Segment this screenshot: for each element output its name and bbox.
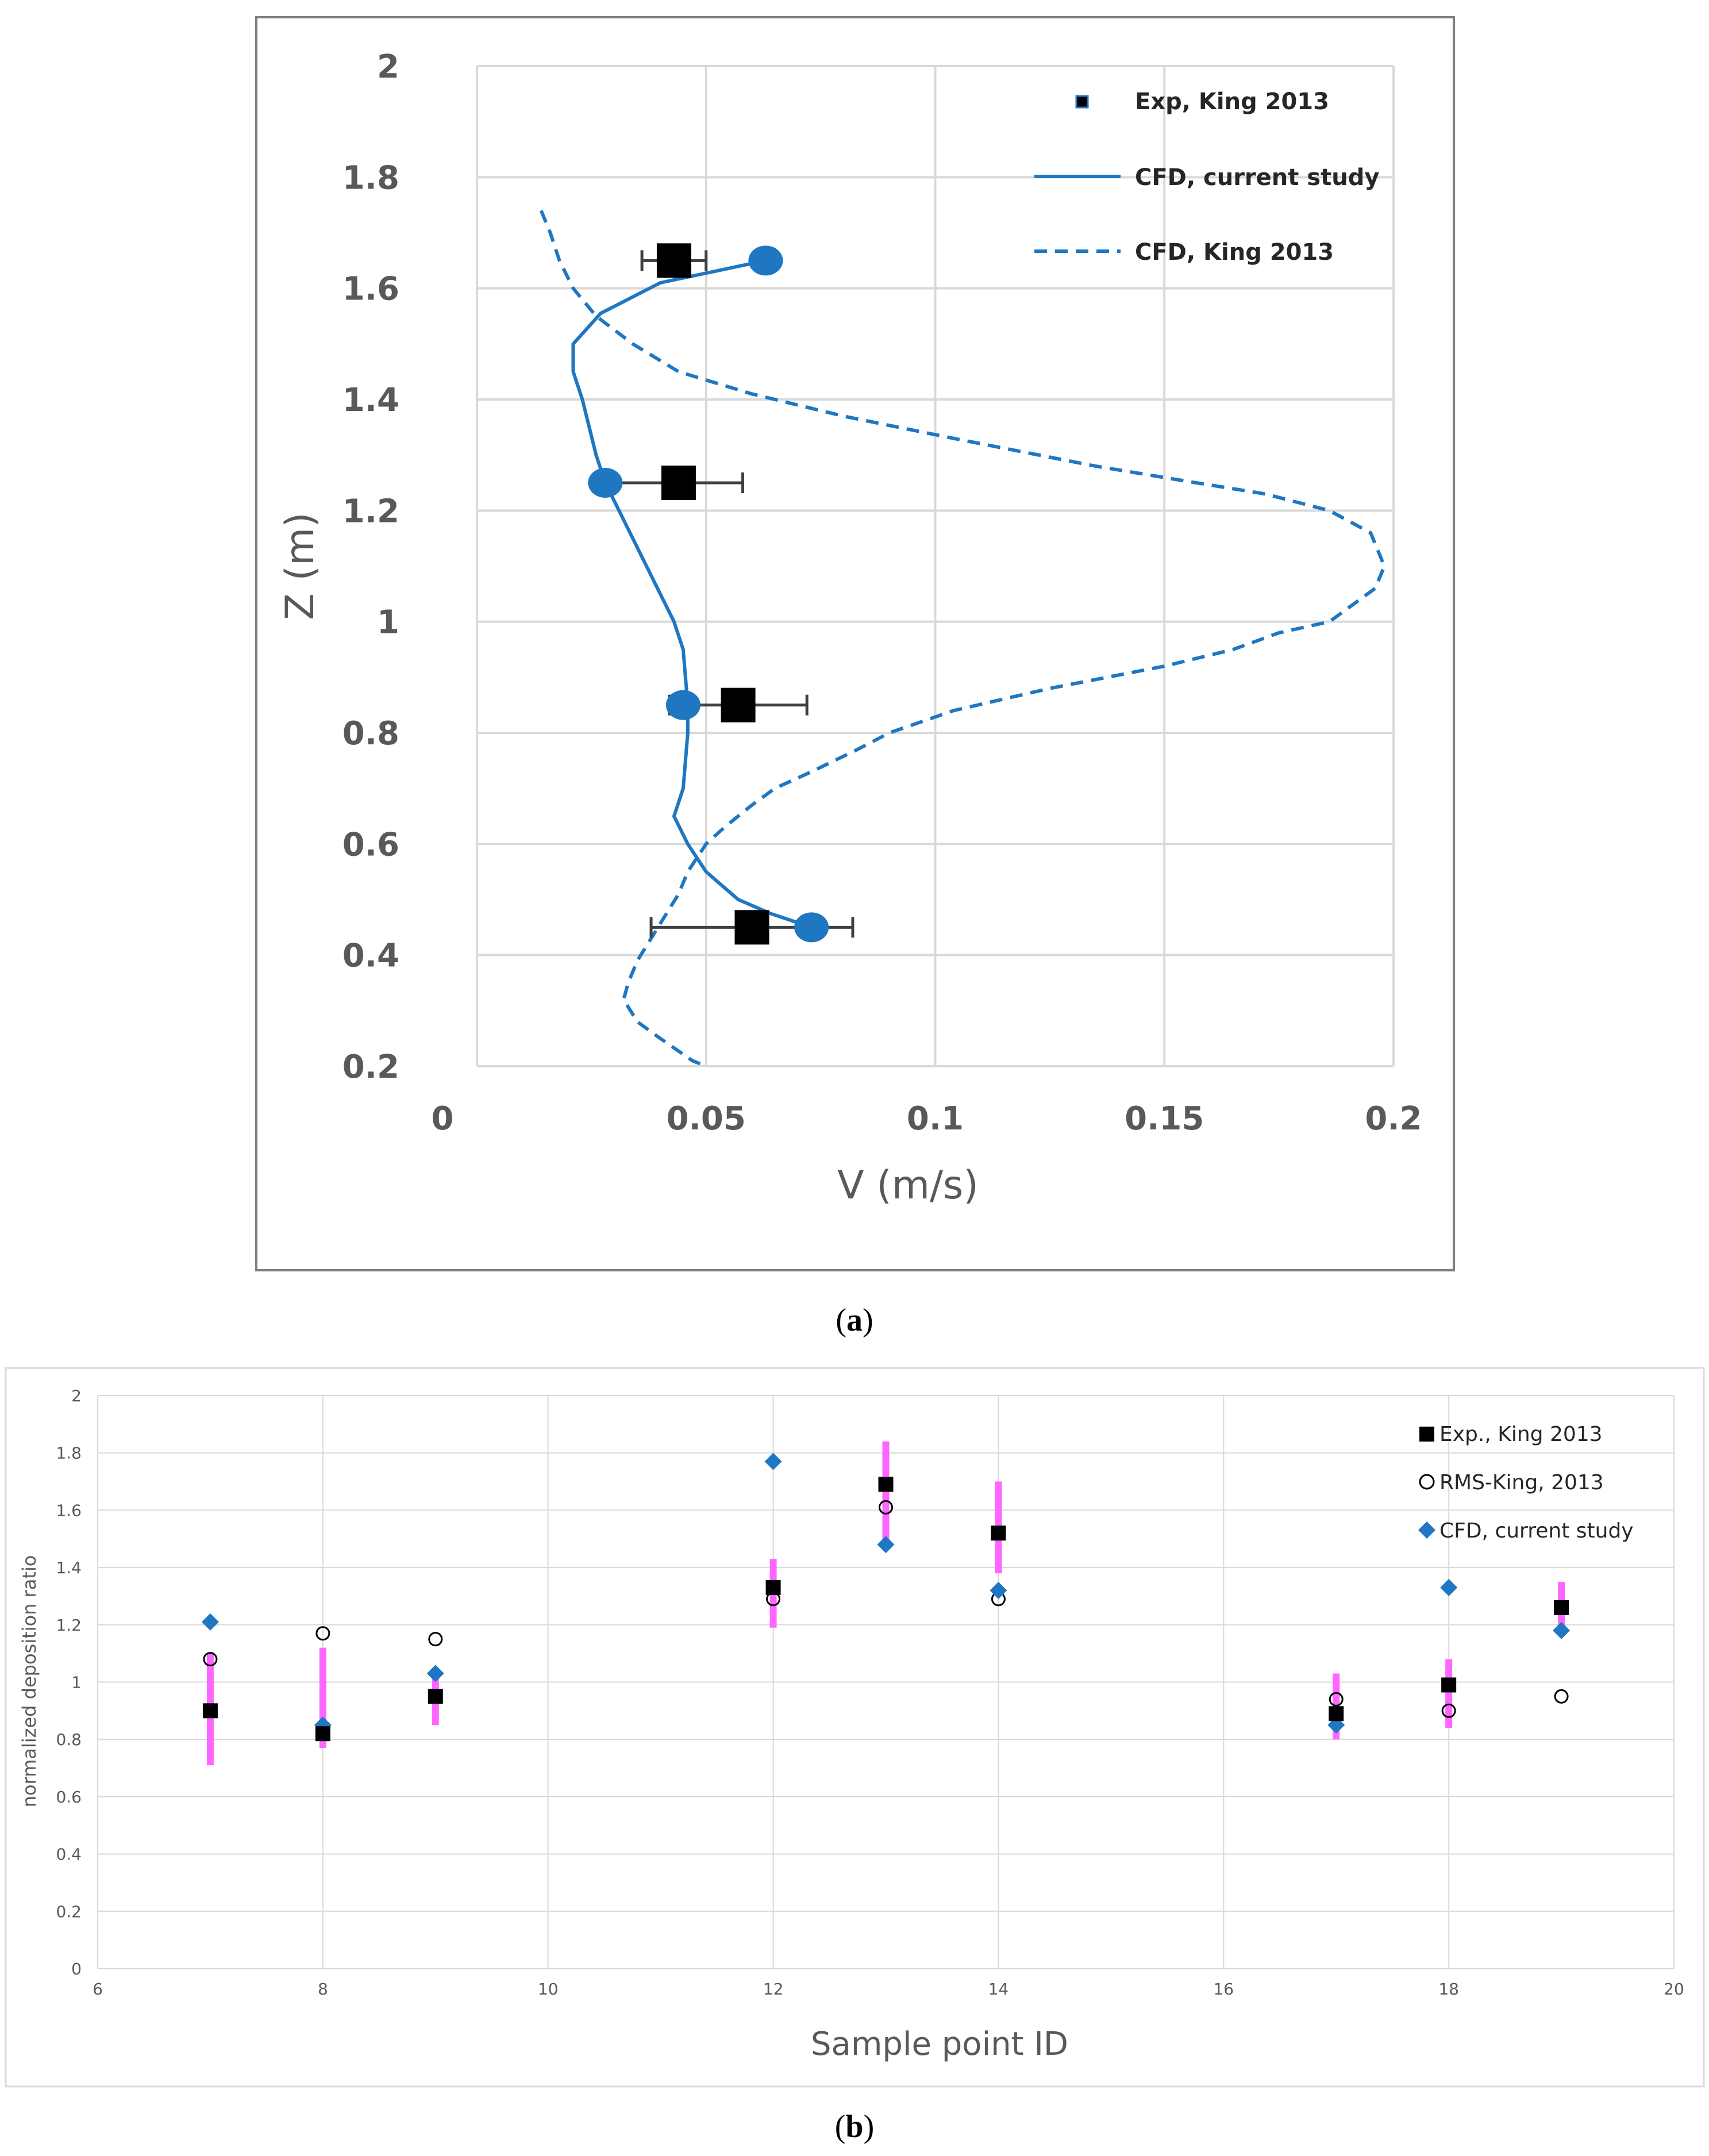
y-tick-label: 0.8 (342, 715, 399, 752)
y-tick-label: 1.2 (56, 1616, 82, 1635)
cfd-current-study-marker (588, 468, 623, 498)
x-tick-label: 0.2 (1365, 1100, 1422, 1137)
series-cfd-king-2013-line (539, 210, 1387, 1068)
panel-b-label: b (845, 2109, 863, 2145)
cfd-current-study-marker (748, 245, 783, 276)
y-tick-label: 1.6 (342, 271, 399, 308)
y-tick-label: 0.6 (56, 1788, 82, 1807)
panel-a-chart: 0 0.05 0.1 0.15 0.2 0.2 0.4 0.6 0.8 1 1.2 1.4 1.6 1.8… (278, 48, 1422, 1208)
x-tick-label: 8 (318, 1980, 328, 1999)
cfd-current-study-point (764, 1452, 782, 1470)
rms-king-2013-point (1329, 1692, 1344, 1707)
cfd-current-study-point (201, 1613, 219, 1631)
panel-b-caption: (b) (835, 2109, 874, 2145)
y-tick-label: 1.2 (342, 493, 399, 530)
legend-marker-rms (1419, 1474, 1435, 1490)
y-tick-label: 1 (377, 604, 399, 641)
legend-marker-exp (1419, 1427, 1434, 1442)
rms-king-2013-point (315, 1626, 330, 1641)
x-tick-label: 12 (763, 1980, 784, 1999)
rms-king-2013-point (203, 1652, 218, 1667)
exp-king-2013-point (202, 1703, 218, 1719)
y-tick-label: 1.6 (56, 1501, 82, 1520)
cfd-current-study-point (426, 1665, 444, 1682)
exp-king-2013-point (656, 243, 691, 278)
legend-marker-exp (1075, 95, 1089, 109)
series-cfd-current-study-line (571, 259, 813, 929)
legend-label-cfd-king: CFD, King 2013 (1135, 239, 1334, 266)
x-tick-label: 6 (93, 1980, 103, 1999)
y-tick-label: 0.6 (342, 826, 399, 863)
exp-king-2013-point (1554, 1600, 1569, 1615)
y-tick-label: 1.4 (342, 382, 399, 419)
x-tick-label: 18 (1438, 1980, 1459, 1999)
y-tick-label: 0.4 (342, 937, 399, 975)
legend-label-cfd: CFD, current study (1439, 1519, 1634, 1543)
panel-b-frame (5, 1367, 1705, 2088)
x-tick-label: 16 (1213, 1980, 1234, 1999)
x-tick-label: 14 (988, 1980, 1009, 1999)
legend-label-cfd-current: CFD, current study (1135, 164, 1379, 191)
y-tick-label: 0.8 (56, 1730, 82, 1749)
x-tick-label: 0.05 (667, 1100, 746, 1137)
panel-a-frame (255, 16, 1455, 1271)
cfd-current-study-point (1440, 1578, 1458, 1596)
panel-a-caption: (a) (836, 1302, 873, 1338)
exp-king-2013-point (1441, 1677, 1457, 1693)
exp-king-2013-point (1329, 1706, 1344, 1721)
y-tick-label: 2 (377, 48, 399, 86)
exp-king-2013-point (428, 1689, 443, 1704)
y-tick-label: 2 (71, 1386, 82, 1405)
exp-king-2013-point (765, 1579, 781, 1595)
x-tick-label: 0.1 (907, 1100, 964, 1137)
x-tick-label: 10 (538, 1980, 559, 1999)
cfd-current-study-point (877, 1536, 895, 1554)
x-axis-title: V (m/s) (837, 1163, 979, 1208)
y-tick-label: 1.8 (56, 1444, 82, 1463)
panel-b-chart: 6 8 10 12 14 16 18 20 0 0.2 0.4 0.6 0.8 1 1.2 1.4 1.6 1.8… (18, 1386, 1684, 2063)
cfd-current-study-point (990, 1581, 1007, 1599)
exp-king-2013-point (721, 687, 756, 722)
cfd-current-study-marker (794, 912, 829, 943)
rms-king-2013-point (1441, 1703, 1456, 1718)
exp-king-2013-point (991, 1525, 1006, 1541)
exp-king-2013-point (661, 466, 696, 500)
legend-marker-cfd (1418, 1521, 1435, 1539)
legend-label-exp: Exp, King 2013 (1135, 89, 1329, 115)
cfd-current-study-point (1553, 1621, 1571, 1639)
cfd-current-study-marker (665, 690, 700, 720)
x-tick-label: 0.15 (1125, 1100, 1204, 1137)
y-tick-label: 0.2 (56, 1902, 82, 1921)
panel-a-label: a (846, 1302, 863, 1338)
exp-king-2013-point (734, 910, 769, 945)
legend-label-exp: Exp., King 2013 (1439, 1423, 1603, 1446)
y-tick-label: 0 (71, 1959, 82, 1978)
rms-king-2013-point (1554, 1689, 1569, 1704)
y-tick-label: 1.4 (56, 1558, 82, 1577)
exp-king-2013-point (315, 1726, 330, 1742)
y-axis-title: normalized deposition ratio (18, 1555, 40, 1808)
exp-king-2013-point (878, 1477, 894, 1492)
rms-king-2013-point (428, 1632, 443, 1647)
rms-king-2013-point (879, 1500, 893, 1515)
y-tick-label: 1 (71, 1673, 82, 1692)
y-tick-label: 0.2 (342, 1048, 399, 1086)
legend-label-rms: RMS-King, 2013 (1439, 1471, 1604, 1494)
x-tick-label: 20 (1664, 1980, 1684, 1999)
x-tick-label: 0 (432, 1100, 454, 1137)
x-axis-title: Sample point ID (811, 2026, 1068, 2063)
y-tick-label: 0.4 (56, 1845, 82, 1864)
y-axis-title: Z (m) (278, 512, 323, 620)
y-tick-label: 1.8 (342, 159, 399, 197)
